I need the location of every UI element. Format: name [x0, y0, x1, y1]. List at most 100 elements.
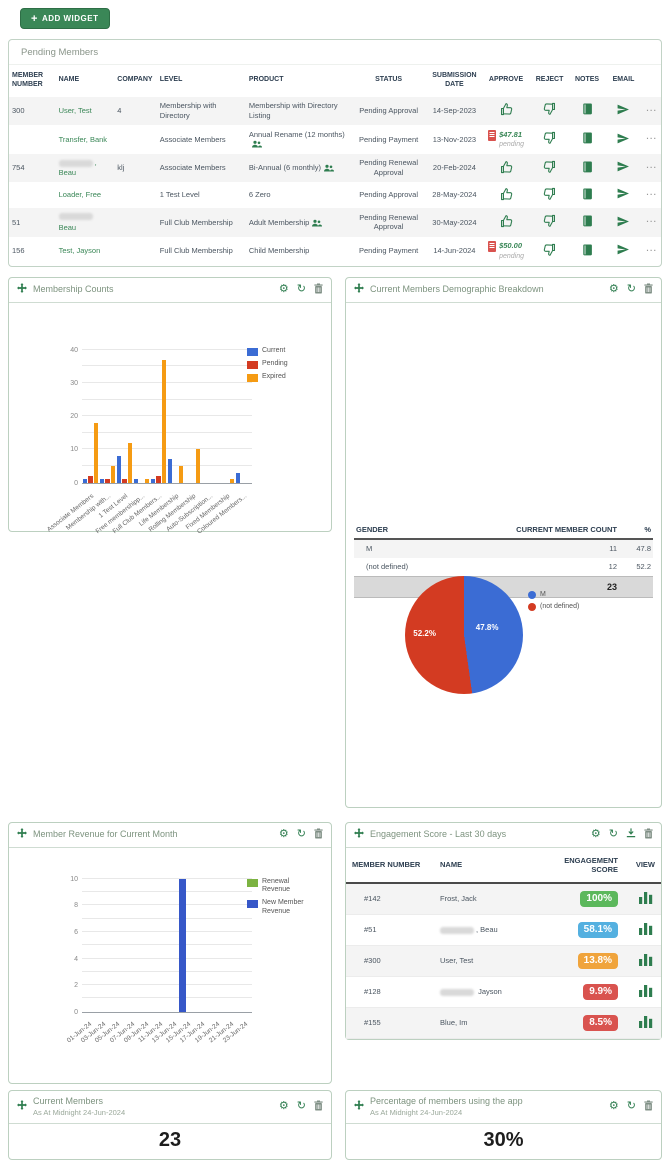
- thumbs-down-icon[interactable]: [542, 102, 557, 116]
- widget-settings-icon[interactable]: ⚙: [278, 828, 289, 841]
- more-actions-button[interactable]: ···: [646, 134, 658, 144]
- email-icon[interactable]: [616, 215, 630, 228]
- widget-title: Percentage of members using the app: [370, 1095, 523, 1106]
- email-cell[interactable]: [604, 237, 642, 266]
- view-cell[interactable]: [624, 914, 661, 946]
- move-widget-icon[interactable]: [354, 1100, 364, 1113]
- notes-cell[interactable]: [570, 125, 604, 154]
- widget-settings-icon[interactable]: ⚙: [278, 283, 289, 296]
- approve-cell[interactable]: [483, 154, 530, 183]
- member-name-link[interactable]: User, Test: [58, 105, 92, 115]
- notes-icon[interactable]: [581, 187, 594, 201]
- widget-download-icon[interactable]: [626, 828, 636, 841]
- notes-icon[interactable]: [581, 131, 594, 145]
- more-actions-button[interactable]: ···: [646, 190, 658, 200]
- thumbs-down-icon[interactable]: [542, 160, 557, 174]
- approve-cell[interactable]: [483, 97, 530, 126]
- notes-cell[interactable]: [570, 208, 604, 237]
- view-chart-icon[interactable]: [639, 1015, 653, 1029]
- move-widget-icon[interactable]: [17, 1100, 27, 1113]
- widget-refresh-icon[interactable]: ↻: [626, 283, 636, 296]
- more-cell[interactable]: ···: [643, 97, 661, 126]
- widget-refresh-icon[interactable]: ↻: [296, 828, 306, 841]
- thumbs-down-icon[interactable]: [542, 131, 557, 145]
- notes-cell[interactable]: [570, 154, 604, 183]
- more-actions-button[interactable]: ···: [646, 217, 658, 227]
- widget-refresh-icon[interactable]: ↻: [608, 828, 618, 841]
- move-widget-icon[interactable]: [354, 283, 364, 296]
- more-cell[interactable]: ···: [643, 154, 661, 183]
- view-chart-icon[interactable]: [639, 984, 653, 998]
- widget-refresh-icon[interactable]: ↻: [296, 1100, 306, 1113]
- move-widget-icon[interactable]: [17, 283, 27, 296]
- email-cell[interactable]: [604, 182, 642, 208]
- notes-cell[interactable]: [570, 237, 604, 266]
- widget-settings-icon[interactable]: ⚙: [608, 1100, 619, 1113]
- reject-cell[interactable]: [529, 97, 569, 126]
- reject-cell[interactable]: [529, 125, 569, 154]
- thumbs-up-icon[interactable]: [499, 102, 514, 116]
- member-name-link[interactable]: Beau: [58, 222, 77, 232]
- view-cell[interactable]: [624, 1007, 661, 1039]
- thumbs-down-icon[interactable]: [542, 187, 557, 201]
- member-name-link[interactable]: Transfer, Bank: [58, 134, 108, 144]
- widget-delete-icon[interactable]: [314, 283, 323, 297]
- widget-delete-icon[interactable]: [314, 828, 323, 842]
- thumbs-up-icon[interactable]: [499, 187, 514, 201]
- reject-cell[interactable]: [529, 208, 569, 237]
- widget-settings-icon[interactable]: ⚙: [590, 828, 601, 841]
- member-name-link[interactable]: Loader, Free: [58, 190, 102, 200]
- view-cell[interactable]: [624, 882, 661, 915]
- thumbs-down-icon[interactable]: [542, 243, 557, 257]
- widget-delete-icon[interactable]: [314, 1100, 323, 1114]
- email-icon[interactable]: [616, 132, 630, 145]
- view-cell[interactable]: [624, 945, 661, 977]
- more-cell[interactable]: ···: [643, 125, 661, 154]
- widget-settings-icon[interactable]: ⚙: [608, 283, 619, 296]
- notes-icon[interactable]: [581, 102, 594, 116]
- reject-cell[interactable]: [529, 154, 569, 183]
- widget-delete-icon[interactable]: [644, 1100, 653, 1114]
- view-chart-icon[interactable]: [639, 891, 653, 905]
- widget-delete-icon[interactable]: [644, 283, 653, 297]
- email-cell[interactable]: [604, 154, 642, 183]
- move-widget-icon[interactable]: [354, 828, 364, 841]
- email-cell[interactable]: [604, 97, 642, 126]
- approve-cell[interactable]: [483, 182, 530, 208]
- notes-icon[interactable]: [581, 214, 594, 228]
- member-number-cell: 156: [12, 246, 25, 256]
- email-cell[interactable]: [604, 125, 642, 154]
- more-cell[interactable]: ···: [643, 182, 661, 208]
- email-icon[interactable]: [616, 187, 630, 200]
- view-cell[interactable]: [624, 976, 661, 1008]
- more-actions-button[interactable]: ···: [646, 246, 658, 256]
- more-actions-button[interactable]: ···: [646, 105, 658, 115]
- more-actions-button[interactable]: ···: [646, 162, 658, 172]
- thumbs-up-icon[interactable]: [499, 214, 514, 228]
- widget-settings-icon[interactable]: ⚙: [278, 1100, 289, 1113]
- thumbs-up-icon[interactable]: [499, 160, 514, 174]
- add-widget-button[interactable]: + ADD WIDGET: [20, 8, 110, 29]
- reject-cell[interactable]: [529, 182, 569, 208]
- widget-delete-icon[interactable]: [644, 828, 653, 842]
- member-name-link[interactable]: , Beau: [58, 158, 97, 178]
- widget-refresh-icon[interactable]: ↻: [296, 283, 306, 296]
- member-name-link[interactable]: Test, Jayson: [58, 246, 101, 256]
- reject-cell[interactable]: [529, 237, 569, 266]
- email-icon[interactable]: [616, 160, 630, 173]
- email-icon[interactable]: [616, 103, 630, 116]
- email-icon[interactable]: [616, 243, 630, 256]
- notes-icon[interactable]: [581, 243, 594, 257]
- view-chart-icon[interactable]: [639, 922, 653, 936]
- move-widget-icon[interactable]: [17, 828, 27, 841]
- view-chart-icon[interactable]: [639, 953, 653, 967]
- notes-cell[interactable]: [570, 97, 604, 126]
- widget-refresh-icon[interactable]: ↻: [626, 1100, 636, 1113]
- notes-cell[interactable]: [570, 182, 604, 208]
- approve-cell[interactable]: [483, 208, 530, 237]
- more-cell[interactable]: ···: [643, 237, 661, 266]
- thumbs-down-icon[interactable]: [542, 214, 557, 228]
- email-cell[interactable]: [604, 208, 642, 237]
- notes-icon[interactable]: [581, 160, 594, 174]
- more-cell[interactable]: ···: [643, 208, 661, 237]
